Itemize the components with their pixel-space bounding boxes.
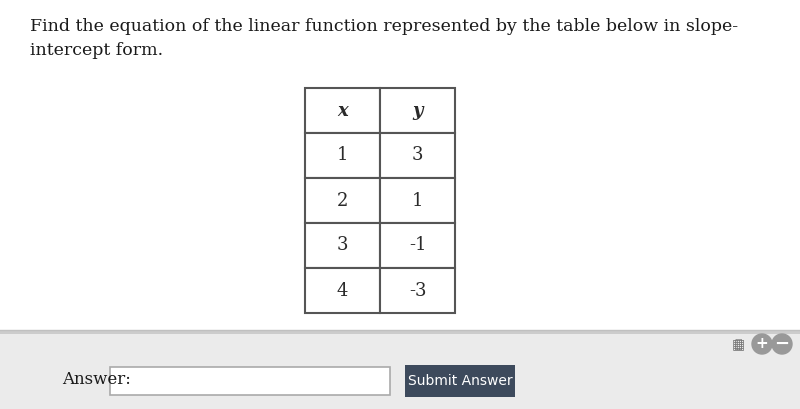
- Text: intercept form.: intercept form.: [30, 42, 163, 59]
- Text: 3: 3: [337, 236, 348, 254]
- Text: 2: 2: [337, 191, 348, 209]
- Text: -1: -1: [409, 236, 426, 254]
- Bar: [0, 334, 800, 409]
- Text: ▦: ▦: [731, 337, 745, 351]
- Text: 3: 3: [412, 146, 423, 164]
- Text: +: +: [756, 337, 768, 351]
- Bar: [380, 88, 455, 133]
- Text: -3: -3: [409, 281, 426, 299]
- Bar: [305, 268, 380, 313]
- Bar: [405, 365, 515, 397]
- Circle shape: [752, 334, 772, 354]
- Bar: [305, 133, 380, 178]
- Bar: [305, 88, 380, 133]
- Text: 1: 1: [412, 191, 423, 209]
- Bar: [110, 367, 390, 395]
- Text: y: y: [412, 101, 422, 119]
- Text: −: −: [774, 335, 790, 353]
- Text: 1: 1: [337, 146, 348, 164]
- Text: Find the equation of the linear function represented by the table below in slope: Find the equation of the linear function…: [30, 18, 738, 35]
- Bar: [0, 330, 800, 334]
- Bar: [305, 178, 380, 223]
- Text: Submit Answer: Submit Answer: [408, 374, 512, 388]
- Bar: [380, 268, 455, 313]
- Bar: [380, 223, 455, 268]
- Text: x: x: [337, 101, 348, 119]
- Text: 4: 4: [337, 281, 348, 299]
- Circle shape: [772, 334, 792, 354]
- Bar: [380, 133, 455, 178]
- Bar: [305, 223, 380, 268]
- Text: ⬜: ⬜: [734, 337, 742, 351]
- Bar: [380, 178, 455, 223]
- Text: Answer:: Answer:: [62, 371, 131, 387]
